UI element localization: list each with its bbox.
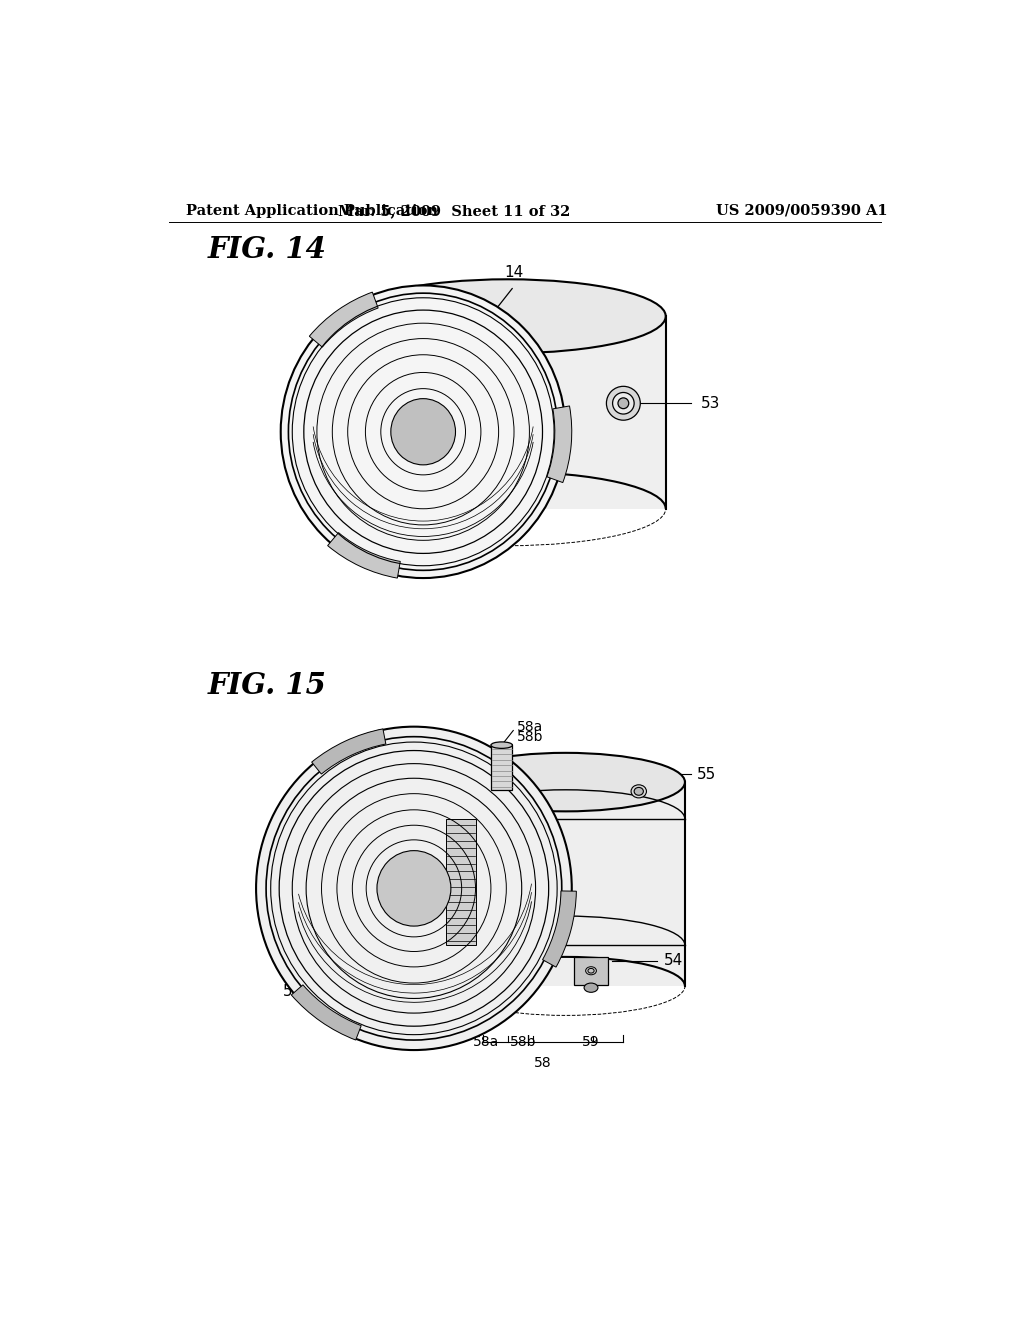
Text: 54: 54 bbox=[664, 953, 683, 969]
Ellipse shape bbox=[606, 387, 640, 420]
Text: 14: 14 bbox=[505, 265, 523, 280]
Ellipse shape bbox=[377, 850, 451, 927]
Text: 58a: 58a bbox=[473, 1035, 500, 1049]
Text: 56: 56 bbox=[289, 875, 307, 890]
Text: 3: 3 bbox=[399, 1027, 409, 1043]
Text: 13: 13 bbox=[356, 750, 376, 766]
Wedge shape bbox=[543, 891, 577, 968]
Wedge shape bbox=[328, 532, 400, 578]
Polygon shape bbox=[446, 818, 475, 945]
Ellipse shape bbox=[350, 280, 666, 354]
Wedge shape bbox=[311, 729, 386, 774]
Wedge shape bbox=[309, 292, 378, 347]
Text: FIG. 15: FIG. 15 bbox=[208, 672, 327, 701]
Polygon shape bbox=[446, 781, 685, 986]
Polygon shape bbox=[490, 744, 512, 789]
Text: 58a: 58a bbox=[517, 719, 544, 734]
Ellipse shape bbox=[612, 392, 634, 414]
Ellipse shape bbox=[391, 399, 456, 465]
Text: Patent Application Publication: Patent Application Publication bbox=[186, 203, 438, 218]
Wedge shape bbox=[291, 985, 361, 1040]
Ellipse shape bbox=[617, 397, 629, 409]
Ellipse shape bbox=[631, 785, 646, 797]
Wedge shape bbox=[547, 407, 571, 483]
Text: 57: 57 bbox=[406, 553, 425, 569]
Text: 4: 4 bbox=[315, 502, 326, 516]
Text: 53: 53 bbox=[701, 396, 721, 411]
Ellipse shape bbox=[490, 742, 512, 748]
Text: 58: 58 bbox=[283, 983, 302, 999]
Text: 13a: 13a bbox=[285, 834, 313, 850]
Text: FIG. 14: FIG. 14 bbox=[208, 235, 327, 264]
Text: 59: 59 bbox=[583, 1035, 600, 1049]
Text: 56: 56 bbox=[387, 296, 407, 312]
Ellipse shape bbox=[446, 752, 685, 812]
Text: 55: 55 bbox=[697, 767, 717, 781]
Text: 58b: 58b bbox=[517, 730, 544, 744]
Ellipse shape bbox=[634, 788, 643, 795]
Text: US 2009/0059390 A1: US 2009/0059390 A1 bbox=[716, 203, 888, 218]
Text: Mar. 5, 2009  Sheet 11 of 32: Mar. 5, 2009 Sheet 11 of 32 bbox=[338, 203, 570, 218]
Polygon shape bbox=[350, 317, 666, 508]
Text: 58b: 58b bbox=[510, 1035, 537, 1049]
Polygon shape bbox=[574, 957, 608, 985]
Text: 58: 58 bbox=[534, 1056, 551, 1071]
Ellipse shape bbox=[256, 726, 571, 1051]
Ellipse shape bbox=[281, 285, 565, 578]
Ellipse shape bbox=[584, 983, 598, 993]
